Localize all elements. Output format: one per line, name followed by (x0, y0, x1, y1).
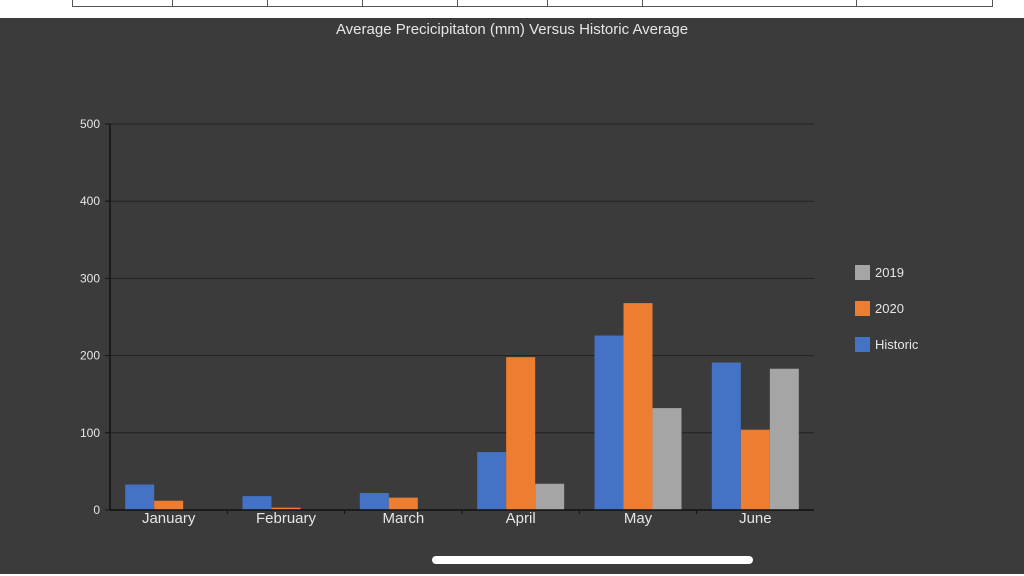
gridlines (110, 123, 814, 434)
chart-panel: Average Precicipitaton (mm) Versus Histo… (0, 18, 1024, 574)
chart-title: Average Precicipitaton (mm) Versus Histo… (336, 21, 688, 38)
legend-label-2020: 2020 (875, 301, 904, 316)
y-tick-label: 0 (93, 503, 100, 517)
table-cell (642, 0, 857, 7)
table-cell (457, 0, 548, 7)
precipitation-chart: Average Precicipitaton (mm) Versus Histo… (80, 21, 919, 527)
legend-swatch-2019 (855, 265, 870, 280)
table-cell (267, 0, 363, 7)
bar-2020-march (388, 497, 418, 510)
y-tick-label: 300 (80, 271, 100, 285)
legend-label-2019: 2019 (875, 265, 904, 280)
bar-historic-february (242, 496, 272, 510)
legend-swatch-2020 (855, 301, 870, 316)
x-tick-label: January (142, 510, 196, 527)
y-tick-label: 100 (80, 426, 100, 440)
table-cell (547, 0, 643, 7)
bar-historic-may (594, 335, 624, 510)
document-table-edge (0, 0, 1024, 18)
bar-2019-june (769, 368, 799, 510)
bar-historic-march (359, 493, 389, 510)
bar-historic-april (477, 452, 507, 510)
legend-label-historic: Historic (875, 337, 919, 352)
legend-swatch-historic (855, 337, 870, 352)
bar-2020-may (623, 303, 653, 510)
table-cell (856, 0, 993, 7)
table-cell (172, 0, 268, 7)
bar-2020-june (740, 429, 770, 510)
bar-2020-january (154, 500, 184, 510)
x-tick-label: May (624, 510, 653, 527)
bar-historic-june (711, 362, 741, 510)
y-tick-label: 400 (80, 194, 100, 208)
bar-2019-april (535, 483, 565, 510)
bar-historic-january (125, 484, 155, 510)
bar-2020-april (506, 357, 536, 510)
y-axis: 0 100 200 300 400 500 (80, 117, 111, 517)
home-indicator[interactable] (432, 556, 753, 564)
table-cell (362, 0, 458, 7)
y-tick-label: 200 (80, 349, 100, 363)
bottom-edge (0, 574, 1024, 576)
bar-2019-may (652, 408, 682, 510)
x-tick-label: April (506, 510, 536, 527)
table-cell (72, 0, 173, 7)
x-axis: January February March April May June (110, 509, 814, 527)
y-tick-label: 500 (80, 117, 100, 131)
bar-2020-february (271, 507, 301, 510)
bars (125, 303, 799, 510)
legend: 2019 2020 Historic (855, 265, 919, 352)
x-tick-label: June (739, 510, 772, 527)
x-tick-label: February (256, 510, 317, 527)
x-tick-label: March (382, 510, 424, 527)
